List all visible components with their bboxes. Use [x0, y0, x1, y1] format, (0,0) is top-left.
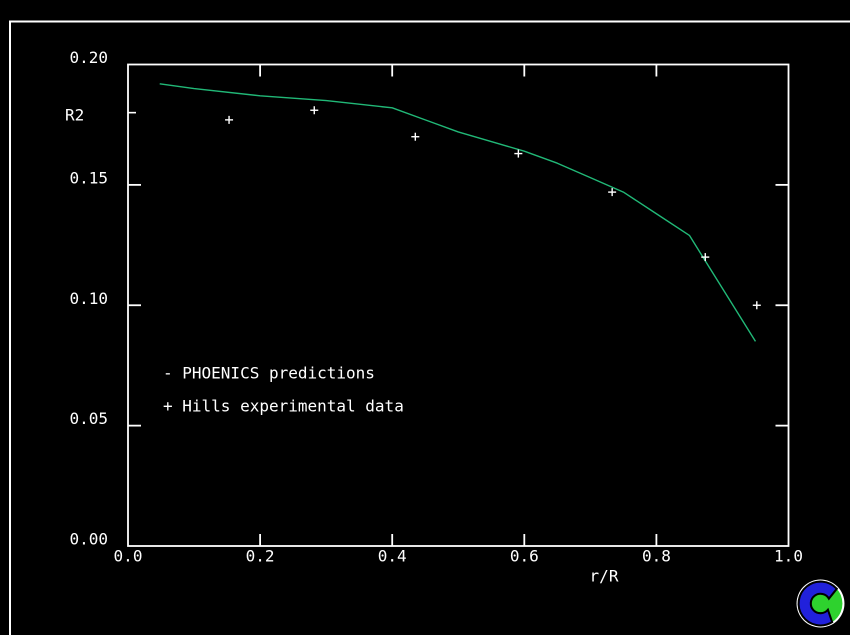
x-tick-label: 0.8: [642, 547, 671, 566]
data-point-marker: [514, 149, 523, 158]
data-point-marker: [310, 106, 319, 115]
legend-entry: - PHOENICS predictions: [163, 364, 375, 383]
data-point-marker: [225, 115, 234, 124]
x-tick-label: 0.0: [114, 547, 143, 566]
y-tick-label: 0.00: [69, 530, 108, 549]
x-tick-label: 0.2: [246, 547, 275, 566]
legend-entry: + Hills experimental data: [163, 397, 404, 416]
data-point-marker: [701, 253, 710, 262]
x-tick-label: 0.4: [378, 547, 407, 566]
y-tick-label: 0.05: [69, 409, 108, 428]
x-axis-title: r/R: [590, 567, 619, 586]
data-point-marker: [608, 188, 617, 197]
prediction-line: [159, 83, 757, 342]
y-tick-label: 0.15: [69, 168, 108, 187]
y-axis-title: R2: [65, 106, 84, 125]
x-tick-label: 0.6: [510, 547, 539, 566]
y-tick-label: 0.10: [69, 289, 108, 308]
cham-logo-icon: [796, 579, 845, 628]
data-point-marker: [411, 132, 420, 141]
x-tick-label: 1.0: [774, 547, 803, 566]
plot-area-frame: [127, 63, 790, 547]
logo-blue-swirl: [797, 580, 839, 627]
data-point-marker: [752, 301, 761, 310]
y-tick-label: 0.20: [69, 48, 108, 67]
